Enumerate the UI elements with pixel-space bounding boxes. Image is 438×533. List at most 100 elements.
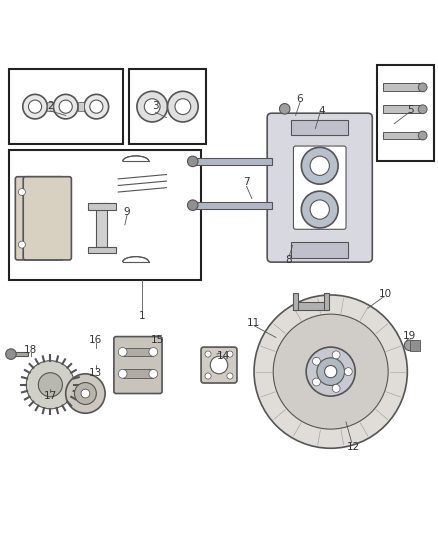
Point	[365, 433, 371, 439]
Point	[244, 183, 249, 190]
Point	[254, 368, 259, 375]
Point	[315, 442, 321, 448]
Point	[35, 402, 41, 409]
Point	[271, 416, 276, 423]
Line: 2 pts: 2 pts	[274, 324, 286, 334]
Point	[48, 352, 53, 359]
Line: 2 pts: 2 pts	[346, 422, 352, 442]
Text: 11: 11	[247, 318, 260, 328]
Point	[283, 406, 288, 413]
Point	[385, 321, 390, 327]
Point	[146, 158, 152, 165]
Bar	[78, 102, 84, 111]
Circle shape	[187, 156, 198, 167]
Text: 2: 2	[47, 101, 54, 111]
Text: 3: 3	[152, 101, 159, 111]
Bar	[383, 132, 423, 140]
Circle shape	[210, 356, 228, 374]
Line: 2 pts: 2 pts	[74, 377, 79, 378]
Text: 6: 6	[297, 94, 304, 104]
Line: 2 pts: 2 pts	[25, 370, 29, 373]
Point	[290, 243, 295, 249]
Point	[71, 388, 76, 394]
Bar	[383, 106, 423, 113]
Point	[146, 259, 152, 265]
Point	[62, 356, 67, 362]
Bar	[129, 69, 206, 144]
Point	[299, 317, 304, 324]
Bar	[47, 102, 53, 111]
Circle shape	[273, 314, 388, 429]
Circle shape	[325, 366, 337, 378]
Line: 2 pts: 2 pts	[341, 298, 343, 313]
Circle shape	[81, 389, 90, 398]
Line: 2 pts: 2 pts	[386, 346, 401, 351]
Point	[65, 365, 70, 371]
FancyBboxPatch shape	[114, 336, 162, 393]
Circle shape	[310, 156, 329, 175]
Circle shape	[74, 383, 96, 405]
Point	[116, 176, 121, 182]
Circle shape	[279, 103, 290, 114]
Text: 17: 17	[44, 391, 57, 401]
Text: 10: 10	[379, 289, 392, 299]
Point	[116, 189, 121, 195]
Point	[164, 178, 169, 184]
Point	[269, 368, 274, 375]
Point	[365, 304, 371, 310]
Point	[373, 406, 378, 413]
Line: 2 pts: 2 pts	[376, 409, 388, 419]
Line: 2 pts: 2 pts	[118, 181, 166, 185]
Point	[33, 407, 38, 414]
Point	[116, 182, 121, 189]
Point	[406, 110, 411, 116]
FancyBboxPatch shape	[23, 177, 71, 260]
Circle shape	[344, 368, 352, 376]
Circle shape	[418, 83, 427, 92]
Circle shape	[90, 100, 103, 113]
Point	[272, 348, 278, 354]
Bar	[410, 340, 420, 351]
Point	[68, 402, 74, 409]
Line: 2 pts: 2 pts	[125, 215, 127, 225]
Point	[40, 353, 46, 360]
Point	[343, 419, 349, 425]
Bar	[123, 348, 153, 356]
Point	[24, 382, 29, 388]
Bar	[324, 293, 328, 310]
Text: 14: 14	[217, 351, 230, 361]
Line: 2 pts: 2 pts	[296, 102, 300, 115]
Line: 2 pts: 2 pts	[57, 408, 58, 413]
Line: 2 pts: 2 pts	[67, 402, 71, 406]
Circle shape	[332, 384, 340, 392]
Point	[27, 393, 32, 400]
Point	[68, 361, 74, 367]
Text: 1: 1	[139, 311, 146, 321]
Line: 2 pts: 2 pts	[315, 114, 320, 128]
Point	[69, 393, 74, 400]
Point	[291, 433, 296, 439]
Point	[48, 108, 53, 114]
Circle shape	[118, 369, 127, 378]
FancyBboxPatch shape	[15, 177, 64, 260]
Point	[42, 405, 47, 411]
Point	[258, 343, 263, 350]
Point	[381, 294, 386, 301]
Point	[19, 374, 25, 381]
Point	[291, 304, 296, 310]
Point	[19, 389, 25, 395]
Circle shape	[6, 349, 16, 359]
FancyBboxPatch shape	[201, 347, 237, 383]
Line: 2 pts: 2 pts	[71, 370, 76, 373]
Bar	[9, 150, 201, 280]
FancyBboxPatch shape	[293, 146, 346, 229]
Point	[94, 340, 99, 346]
Bar	[383, 84, 423, 91]
Point	[273, 334, 279, 341]
Point	[286, 253, 292, 260]
Point	[365, 305, 371, 311]
Point	[65, 399, 70, 405]
Point	[272, 389, 278, 395]
Line: 2 pts: 2 pts	[74, 391, 79, 392]
Circle shape	[66, 374, 105, 413]
